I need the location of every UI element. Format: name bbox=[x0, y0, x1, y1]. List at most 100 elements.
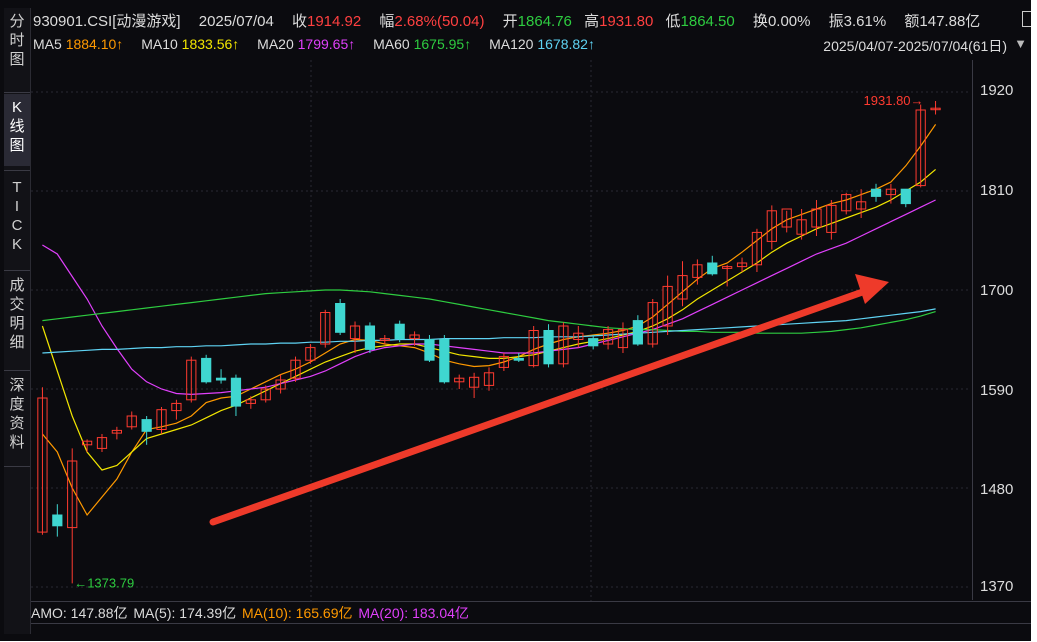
candle-body bbox=[81, 440, 93, 446]
candle-body bbox=[588, 338, 599, 347]
amo-label: AMO: 147.88亿 bbox=[31, 605, 128, 621]
candle-body bbox=[856, 201, 867, 210]
candle-body bbox=[811, 208, 822, 228]
y-tick-label: 1590 bbox=[980, 382, 1014, 399]
volume-indicator-bar: AMO: 147.88亿 MA(5): 174.39亿 MA(10): 165.… bbox=[31, 601, 1031, 624]
kline-plot-area[interactable]: 1931.80→ ←1373.79 bbox=[31, 60, 971, 601]
ma10-label: MA10 bbox=[141, 36, 178, 52]
candle-body bbox=[647, 302, 658, 345]
candle-body bbox=[305, 347, 316, 361]
candle-body bbox=[722, 266, 733, 269]
amo-ma20-label: MA(20): 183.04亿 bbox=[358, 605, 469, 621]
amplitude-label: 振 bbox=[828, 13, 844, 30]
candle-body bbox=[245, 399, 256, 404]
candle-body bbox=[900, 188, 911, 205]
candle-body bbox=[96, 437, 108, 449]
y-axis-line bbox=[972, 60, 973, 600]
ma-line-ma120 bbox=[42, 308, 936, 354]
candle-body bbox=[379, 338, 390, 341]
candle-body bbox=[781, 208, 792, 228]
tab-trade-details[interactable]: 成 交 明 细 bbox=[9, 277, 25, 351]
candle-body bbox=[692, 264, 703, 278]
high-value: 1931.80 bbox=[599, 13, 654, 30]
low-price-label: ←1373.79 bbox=[74, 575, 134, 590]
high-label: 高 bbox=[584, 13, 600, 30]
volume-pane bbox=[31, 623, 1031, 642]
candle-body bbox=[37, 397, 48, 533]
ma120-value: 1678.82↑ bbox=[537, 36, 595, 52]
ma5-value: 1884.10↑ bbox=[65, 36, 124, 52]
candle-body bbox=[171, 402, 182, 412]
candle-body bbox=[543, 330, 554, 365]
ma60-value: 1675.95↑ bbox=[413, 36, 472, 52]
tab-tick[interactable]: T I C K bbox=[11, 179, 23, 253]
y-tick-label: 1920 bbox=[980, 82, 1014, 99]
ma-line-ma10 bbox=[41, 168, 936, 471]
candle-body bbox=[826, 204, 837, 233]
candle-body bbox=[349, 325, 361, 340]
candle-body bbox=[707, 262, 718, 275]
candle-body bbox=[201, 357, 212, 383]
trend-arrow-shaft bbox=[209, 285, 875, 526]
date-range[interactable]: 2025/04/07-2025/07/04(61日) bbox=[823, 38, 1007, 54]
amount-value: 147.88亿 bbox=[919, 13, 981, 30]
open-label: 开 bbox=[502, 13, 518, 30]
candle-body bbox=[558, 325, 569, 365]
candle-body bbox=[915, 109, 926, 187]
candle-body bbox=[111, 429, 122, 434]
candle-body bbox=[766, 210, 777, 242]
candle-body bbox=[841, 194, 852, 212]
candle-body bbox=[469, 376, 480, 388]
close-label: 收 bbox=[291, 13, 307, 30]
candle-body bbox=[215, 377, 227, 381]
ma20-value: 1799.65↑ bbox=[297, 36, 356, 52]
candle-body bbox=[736, 262, 748, 268]
ma120-label: MA120 bbox=[489, 36, 534, 52]
candle-body bbox=[320, 312, 331, 345]
candle-body bbox=[439, 339, 450, 383]
amount-label: 额 bbox=[904, 13, 920, 30]
candle-body bbox=[52, 514, 63, 527]
tab-intraday[interactable]: 分 时 图 bbox=[9, 13, 25, 68]
candle-body bbox=[290, 359, 301, 379]
ma60-label: MA60 bbox=[373, 36, 410, 52]
candle-body bbox=[186, 359, 197, 401]
candle-body bbox=[230, 377, 242, 407]
ma-legend: MA5 1884.10↑ MA10 1833.56↑ MA20 1799.65↑… bbox=[33, 36, 595, 58]
y-tick-label: 1700 bbox=[980, 282, 1014, 299]
candle-body bbox=[454, 377, 465, 383]
ma10-value: 1833.56↑ bbox=[181, 36, 240, 52]
turnover-value: 0.00% bbox=[767, 13, 811, 30]
candle-body bbox=[126, 415, 137, 428]
low-label: 低 bbox=[665, 13, 681, 30]
ma20-label: MA20 bbox=[257, 36, 294, 52]
candle-body bbox=[260, 388, 271, 401]
candle-body bbox=[141, 419, 152, 432]
amo-ma10-label: MA(10): 165.69亿 bbox=[242, 605, 353, 621]
candle-body bbox=[335, 303, 346, 333]
ma-line-ma5 bbox=[41, 124, 937, 517]
quote-header: 930901.CSI[动漫游戏] 2025/07/04 收1914.92 幅2.… bbox=[33, 10, 980, 32]
y-tick-label: 1810 bbox=[980, 182, 1014, 199]
candle-body bbox=[573, 332, 584, 341]
candle-body bbox=[483, 372, 495, 386]
tab-depth-data[interactable]: 深 度 资 料 bbox=[9, 377, 25, 451]
close-value: 1914.92 bbox=[307, 13, 362, 30]
tab-kline[interactable]: K 线 图 bbox=[4, 94, 30, 166]
candle-body bbox=[870, 188, 882, 197]
turnover-label: 换 bbox=[752, 13, 768, 30]
candle-body bbox=[632, 320, 643, 345]
candle-body bbox=[67, 460, 78, 529]
candle-body bbox=[513, 357, 524, 361]
ma-line-ma60 bbox=[42, 289, 936, 334]
quote-date: 2025/07/04 bbox=[198, 13, 274, 30]
candle-body bbox=[930, 107, 941, 111]
change-label: 幅 bbox=[379, 13, 395, 30]
kline-chart: 1931.80→ ←1373.79 bbox=[31, 60, 971, 601]
trend-arrow-head bbox=[855, 274, 889, 304]
range-dropdown-icon[interactable]: ▼ bbox=[1014, 36, 1027, 51]
candle-body bbox=[677, 275, 688, 300]
amo-ma5-label: MA(5): 174.39亿 bbox=[133, 605, 237, 621]
candle-body bbox=[751, 231, 763, 266]
